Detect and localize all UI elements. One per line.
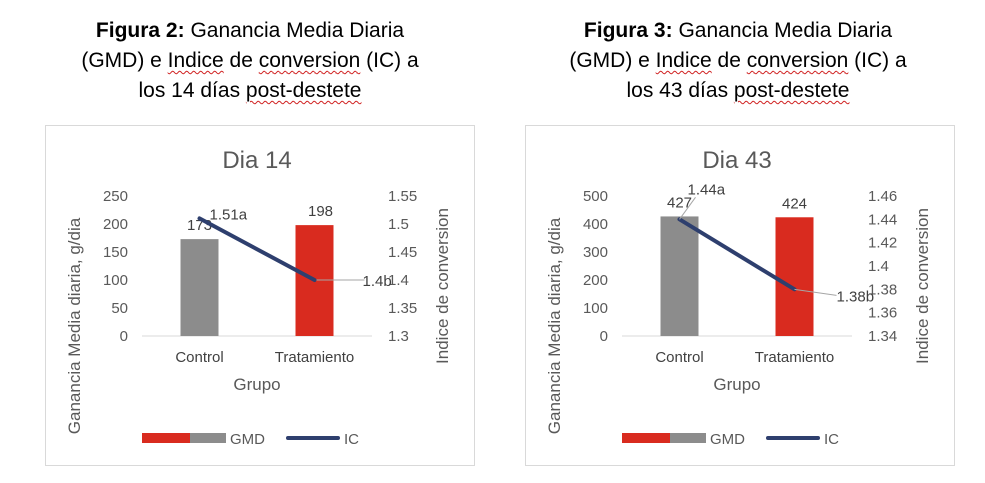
- y2-axis-title: Indice de conversion: [913, 208, 932, 364]
- y2-tick-label: 1.46: [868, 188, 897, 205]
- y2-tick-label: 1.44: [868, 211, 897, 228]
- chart-dia-43: Dia 4301002003004005001.341.361.381.41.4…: [526, 126, 954, 465]
- x-tick-label: Tratamiento: [275, 349, 354, 366]
- figure-3-label: Figura 3:: [584, 19, 673, 42]
- y-tick-label: 200: [103, 216, 128, 233]
- y2-tick-label: 1.55: [388, 188, 417, 205]
- y-tick-label: 50: [111, 300, 128, 317]
- figure-2-caption: Figura 2: Ganancia Media Diaria (GMD) e …: [40, 16, 460, 106]
- caption-text: (GMD) e: [81, 49, 167, 72]
- bar-value-label: 198: [308, 203, 333, 220]
- caption-text: post-destete: [246, 79, 362, 102]
- y2-tick-label: 1.36: [868, 305, 897, 322]
- figure-3-caption: Figura 3: Ganancia Media Diaria (GMD) e …: [528, 16, 948, 106]
- caption-text: de: [224, 49, 259, 72]
- y-axis-title: Ganancia Media diaria, g/dia: [545, 217, 564, 434]
- y2-tick-label: 1.5: [388, 216, 409, 233]
- y2-tick-label: 1.35: [388, 300, 417, 317]
- y-tick-label: 400: [583, 216, 608, 233]
- y-tick-label: 0: [120, 328, 128, 345]
- y-tick-label: 300: [583, 244, 608, 261]
- caption-text: conversion: [747, 49, 849, 72]
- ic-value-label: 1.51a: [210, 206, 248, 223]
- ic-value-label: 1.38b: [837, 288, 875, 305]
- legend-gmd-swatch-red: [622, 433, 670, 443]
- bar-tratamiento: [776, 217, 814, 336]
- y2-tick-label: 1.42: [868, 235, 897, 252]
- x-tick-label: Control: [655, 349, 703, 366]
- chart-title: Dia 14: [222, 147, 291, 174]
- caption-text: conversion: [259, 49, 361, 72]
- caption-text: los 43 días: [627, 79, 734, 102]
- y2-tick-label: 1.45: [388, 244, 417, 261]
- chart-panel-dia-14: Dia 14 0 50 100 150 200 250 1.3 1.35 1.4 1.45 1.5 1.…: [45, 125, 475, 466]
- legend-gmd-label: GMD: [710, 431, 745, 448]
- y-tick-label: 100: [103, 272, 128, 289]
- caption-text: (GMD) e: [569, 49, 655, 72]
- x-axis-title: Grupo: [713, 375, 760, 394]
- bar-value-label: 424: [782, 195, 807, 212]
- figure-2-label: Figura 2:: [96, 19, 185, 42]
- caption-text: post-destete: [734, 79, 850, 102]
- y2-tick-label: 1.4: [868, 258, 889, 275]
- y-tick-label: 0: [600, 328, 608, 345]
- caption-text: de: [712, 49, 747, 72]
- y2-axis-title: Indice de conversion: [433, 208, 452, 364]
- chart-title: Dia 43: [702, 147, 771, 174]
- y-tick-label: 200: [583, 272, 608, 289]
- bar-control: [661, 216, 699, 336]
- chart-dia-14: Dia 140501001502002501.31.351.41.451.51.…: [46, 126, 474, 465]
- y-tick-label: 100: [583, 300, 608, 317]
- caption-text: Ganancia Media Diaria: [190, 19, 404, 42]
- x-axis-title: Grupo: [233, 375, 280, 394]
- caption-text: los 14 días: [139, 79, 246, 102]
- y-axis-title: Ganancia Media diaria, g/dia: [65, 217, 84, 434]
- chart-panel-dia-43: Dia 43 0 100 200 300 400 500 1.34 1.36 1.38 1.4 1.4…: [525, 125, 955, 466]
- legend-gmd-swatch-red: [142, 433, 190, 443]
- y-tick-label: 500: [583, 188, 608, 205]
- caption-text: Indice: [168, 49, 224, 72]
- caption-text: (IC) a: [848, 49, 906, 72]
- caption-text: (IC) a: [360, 49, 418, 72]
- x-tick-label: Control: [175, 349, 223, 366]
- y2-tick-label: 1.34: [868, 328, 897, 345]
- caption-text: Indice: [656, 49, 712, 72]
- caption-text: Ganancia Media Diaria: [678, 19, 892, 42]
- y-tick-label: 250: [103, 188, 128, 205]
- ic-value-label: 1.4b: [363, 273, 392, 290]
- y-tick-label: 150: [103, 244, 128, 261]
- legend-gmd-label: GMD: [230, 431, 265, 448]
- legend-ic-label: IC: [344, 431, 359, 448]
- legend-gmd-swatch-gray: [190, 433, 226, 443]
- legend-ic-label: IC: [824, 431, 839, 448]
- x-tick-label: Tratamiento: [755, 349, 834, 366]
- legend-gmd-swatch-gray: [670, 433, 706, 443]
- ic-value-label: 1.44a: [688, 181, 726, 198]
- bar-control: [181, 239, 219, 336]
- y2-tick-label: 1.3: [388, 328, 409, 345]
